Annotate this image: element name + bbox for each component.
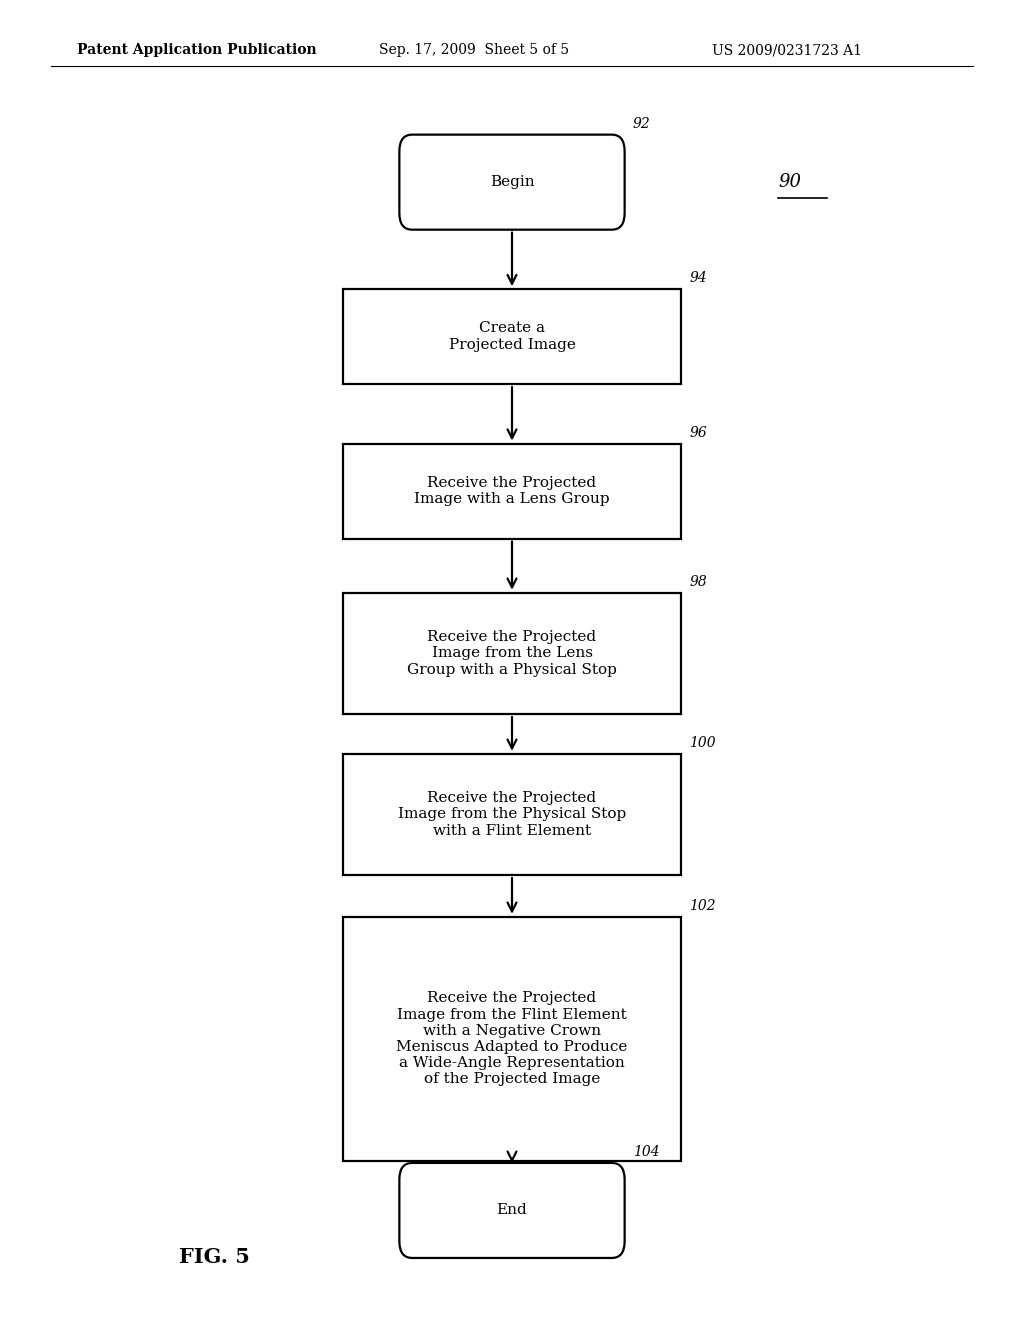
Text: 96: 96 <box>689 425 707 440</box>
Bar <box>343 289 681 384</box>
Text: US 2009/0231723 A1: US 2009/0231723 A1 <box>712 44 861 57</box>
FancyBboxPatch shape <box>399 1163 625 1258</box>
Text: Receive the Projected
Image with a Lens Group: Receive the Projected Image with a Lens … <box>414 477 610 506</box>
Bar <box>343 916 681 1162</box>
Text: 92: 92 <box>633 116 650 131</box>
Text: Create a
Projected Image: Create a Projected Image <box>449 322 575 351</box>
Text: FIG. 5: FIG. 5 <box>179 1246 250 1267</box>
Text: 104: 104 <box>633 1144 659 1159</box>
Bar <box>343 444 681 539</box>
Text: 100: 100 <box>689 735 716 750</box>
Text: Begin: Begin <box>489 176 535 189</box>
Text: Patent Application Publication: Patent Application Publication <box>77 44 316 57</box>
Text: End: End <box>497 1204 527 1217</box>
Text: 90: 90 <box>778 173 801 191</box>
Text: Receive the Projected
Image from the Physical Stop
with a Flint Element: Receive the Projected Image from the Phy… <box>398 791 626 838</box>
Text: Receive the Projected
Image from the Flint Element
with a Negative Crown
Meniscu: Receive the Projected Image from the Fli… <box>396 991 628 1086</box>
Text: 94: 94 <box>689 271 707 285</box>
Text: 98: 98 <box>689 574 707 589</box>
Text: 102: 102 <box>689 899 716 913</box>
FancyBboxPatch shape <box>399 135 625 230</box>
Text: Sep. 17, 2009  Sheet 5 of 5: Sep. 17, 2009 Sheet 5 of 5 <box>379 44 569 57</box>
Bar <box>343 593 681 714</box>
Bar <box>343 754 681 875</box>
Text: Receive the Projected
Image from the Lens
Group with a Physical Stop: Receive the Projected Image from the Len… <box>408 630 616 677</box>
